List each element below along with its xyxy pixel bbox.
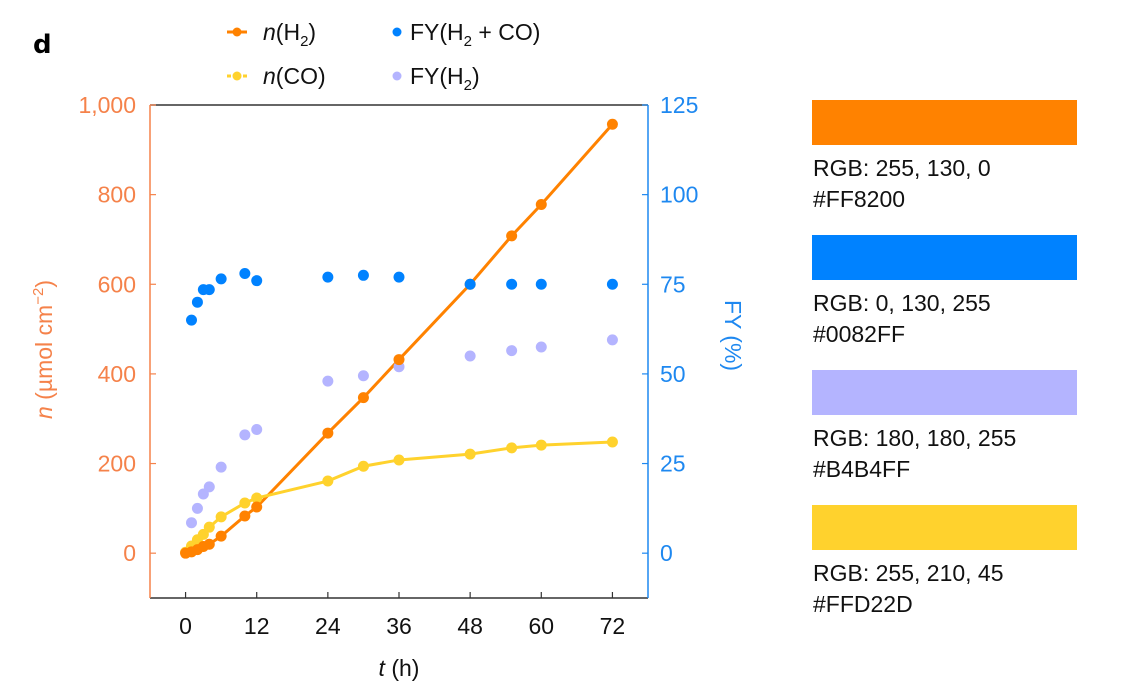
- data-point-fy-h2-co-: [191, 296, 203, 308]
- data-point-fy-h2-: [322, 375, 334, 387]
- data-point-fy-h2-co-: [535, 278, 547, 290]
- data-point-fy-h2-: [191, 502, 203, 514]
- data-point-n-h2-: [506, 230, 518, 242]
- right-y-tick-label: 25: [660, 451, 686, 477]
- data-point-n-h2-: [357, 392, 369, 404]
- x-tick-label: 24: [315, 613, 341, 639]
- data-point-fy-h2-co-: [393, 271, 405, 283]
- data-point-fy-h2-: [606, 334, 618, 346]
- x-tick-label: 0: [179, 613, 192, 639]
- data-point-n-co-: [606, 436, 618, 448]
- data-point-fy-h2-: [535, 341, 547, 353]
- data-point-fy-h2-co-: [251, 275, 263, 287]
- swatch-hex: #B4B4FF: [813, 456, 911, 482]
- data-point-n-co-: [357, 460, 369, 472]
- data-point-n-h2-: [215, 530, 227, 542]
- series-line-0: [185, 123, 614, 555]
- x-tick-label: 72: [600, 613, 626, 639]
- data-point-fy-h2-: [357, 370, 369, 382]
- swatch-color: [812, 100, 1077, 145]
- legend-label: FY(H2 + CO): [410, 19, 540, 50]
- data-point-n-co-: [203, 521, 215, 533]
- data-point-fy-h2-co-: [239, 268, 251, 280]
- data-point-n-h2-: [251, 501, 263, 513]
- panel-label: d: [33, 30, 52, 60]
- data-point-fy-h2-: [464, 350, 476, 362]
- data-point-fy-h2-co-: [203, 284, 215, 296]
- data-point-fy-h2-co-: [606, 278, 618, 290]
- swatch-color: [812, 235, 1077, 280]
- swatch-rgb: RGB: 255, 210, 45: [813, 560, 1004, 586]
- data-point-fy-h2-co-: [215, 273, 227, 285]
- data-point-fy-h2-co-: [186, 314, 197, 326]
- data-point-fy-h2-: [239, 429, 251, 441]
- data-point-n-co-: [251, 492, 263, 504]
- left-y-tick-label: 200: [98, 451, 136, 477]
- data-point-n-co-: [239, 497, 251, 509]
- swatch-color: [812, 370, 1077, 415]
- swatch-color: [812, 505, 1077, 550]
- swatch-lavender: RGB: 180, 180, 255 #B4B4FF: [812, 370, 1077, 485]
- x-tick-label: 12: [244, 613, 270, 639]
- swatch-yellow: RGB: 255, 210, 45 #FFD22D: [812, 505, 1077, 620]
- right-y-tick-label: 50: [660, 361, 686, 387]
- legend-marker-icon: [232, 71, 242, 81]
- legend-dot-icon: [392, 27, 402, 37]
- legend-marker-icon: [232, 27, 242, 37]
- left-y-tick-label: 600: [98, 271, 136, 297]
- right-y-axis-label: FY (%): [720, 300, 746, 371]
- data-point-fy-h2-: [186, 517, 197, 529]
- left-y-tick-label: 800: [98, 182, 136, 208]
- data-point-fy-h2-: [203, 481, 215, 493]
- data-point-n-h2-: [535, 198, 547, 210]
- right-y-tick-label: 125: [660, 92, 698, 118]
- legend-label: n(CO): [263, 63, 326, 89]
- left-y-tick-label: 400: [98, 361, 136, 387]
- data-point-n-co-: [535, 439, 547, 451]
- data-point-n-h2-: [606, 118, 618, 130]
- data-point-n-co-: [215, 511, 227, 523]
- data-point-fy-h2-: [506, 345, 518, 357]
- data-point-n-co-: [464, 448, 476, 460]
- x-tick-label: 60: [528, 613, 554, 639]
- x-tick-label: 36: [386, 613, 412, 639]
- legend-label: n(H2): [263, 19, 316, 50]
- data-point-fy-h2-: [251, 423, 263, 435]
- data-point-n-h2-: [322, 427, 334, 439]
- data-point-fy-h2-co-: [322, 271, 334, 283]
- legend-dot-icon: [392, 71, 402, 81]
- data-point-fy-h2-co-: [464, 278, 476, 290]
- data-point-n-h2-: [203, 538, 215, 550]
- swatch-blue: RGB: 0, 130, 255 #0082FF: [812, 235, 1077, 350]
- data-point-n-h2-: [239, 510, 251, 522]
- left-y-axis-label: n (µmol cm−2): [30, 280, 57, 419]
- data-point-fy-h2-co-: [506, 278, 518, 290]
- x-tick-label: 48: [457, 613, 483, 639]
- swatch-rgb: RGB: 180, 180, 255: [813, 425, 1017, 451]
- right-y-tick-label: 100: [660, 182, 698, 208]
- swatch-hex: #0082FF: [813, 321, 906, 347]
- left-y-tick-label: 1,000: [78, 92, 136, 118]
- data-point-fy-h2-co-: [357, 269, 369, 281]
- swatch-orange: RGB: 255, 130, 0 #FF8200: [812, 100, 1077, 215]
- data-point-n-h2-: [393, 354, 405, 366]
- right-y-tick-label: 0: [660, 540, 673, 566]
- legend-label: FY(H2): [410, 63, 480, 94]
- swatch-rgb: RGB: 0, 130, 255: [813, 290, 991, 316]
- x-axis-label: t (h): [379, 655, 420, 681]
- chart: 0 12 24 36 48 60 72 t (h) 0 200 400 600 800 1,000 0 25 5…: [30, 19, 746, 681]
- data-point-fy-h2-: [215, 461, 227, 473]
- data-point-n-co-: [506, 442, 518, 454]
- data-point-n-co-: [393, 454, 405, 466]
- data-point-n-co-: [322, 475, 334, 487]
- right-y-tick-label: 75: [660, 271, 686, 297]
- left-y-tick-label: 0: [123, 540, 136, 566]
- swatch-hex: #FFD22D: [813, 591, 913, 617]
- swatch-rgb: RGB: 255, 130, 0: [813, 155, 991, 181]
- swatch-hex: #FF8200: [813, 186, 906, 212]
